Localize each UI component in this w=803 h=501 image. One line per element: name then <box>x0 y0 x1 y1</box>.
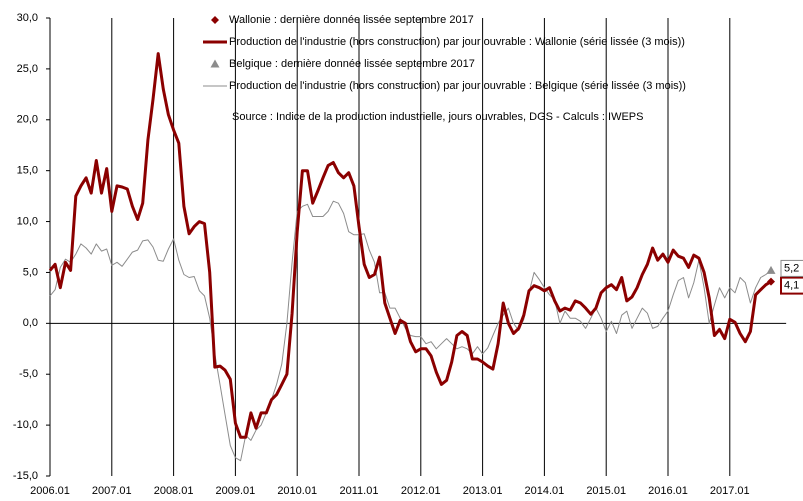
source-note: Source : Indice de la production industr… <box>232 111 643 123</box>
x-tick-label: 2008.01 <box>154 485 194 497</box>
legend-label: Production de l'industrie (hors construc… <box>229 36 685 48</box>
x-tick-label: 2017.01 <box>710 485 750 497</box>
x-tick-label: 2007.01 <box>92 485 132 497</box>
legend-label: Production de l'industrie (hors construc… <box>229 80 686 92</box>
x-tick-label: 2012.01 <box>401 485 441 497</box>
last-point-marker <box>767 277 775 286</box>
series-line <box>49 200 772 462</box>
x-tick-label: 2009.01 <box>216 485 256 497</box>
value-label: 5,2 <box>784 262 799 274</box>
x-tick-label: 2014.01 <box>525 485 565 497</box>
y-tick-label: 25,0 <box>17 63 38 75</box>
last-point-marker <box>766 265 776 274</box>
x-tick-label: 2013.01 <box>463 485 503 497</box>
legend-marker <box>211 16 219 24</box>
y-tick-label: 15,0 <box>17 165 38 177</box>
y-tick-label: 20,0 <box>17 114 38 126</box>
y-tick-label: 10,0 <box>17 215 38 227</box>
legend-label: Belgique : dernière donnée lissée septem… <box>229 58 475 70</box>
y-tick-label: 5,0 <box>23 266 38 278</box>
x-tick-label: 2006.01 <box>30 485 70 497</box>
value-label-box <box>780 259 803 277</box>
legend-marker <box>210 59 220 68</box>
x-tick-label: 2015.01 <box>586 485 626 497</box>
y-tick-label: 0,0 <box>23 317 38 329</box>
value-label: 4,1 <box>784 280 799 292</box>
x-tick-label: 2010.01 <box>277 485 317 497</box>
value-label-box <box>780 276 803 295</box>
legend-label: Wallonie : dernière donnée lissée septem… <box>229 14 474 26</box>
series-line <box>48 52 772 439</box>
y-tick-label: -5,0 <box>19 368 38 380</box>
y-tick-label: -10,0 <box>13 419 38 431</box>
x-tick-label: 2011.01 <box>340 485 379 497</box>
y-tick-label: 30,0 <box>17 12 38 24</box>
y-tick-label: -15,0 <box>13 470 38 482</box>
x-tick-label: 2016.01 <box>648 485 688 497</box>
